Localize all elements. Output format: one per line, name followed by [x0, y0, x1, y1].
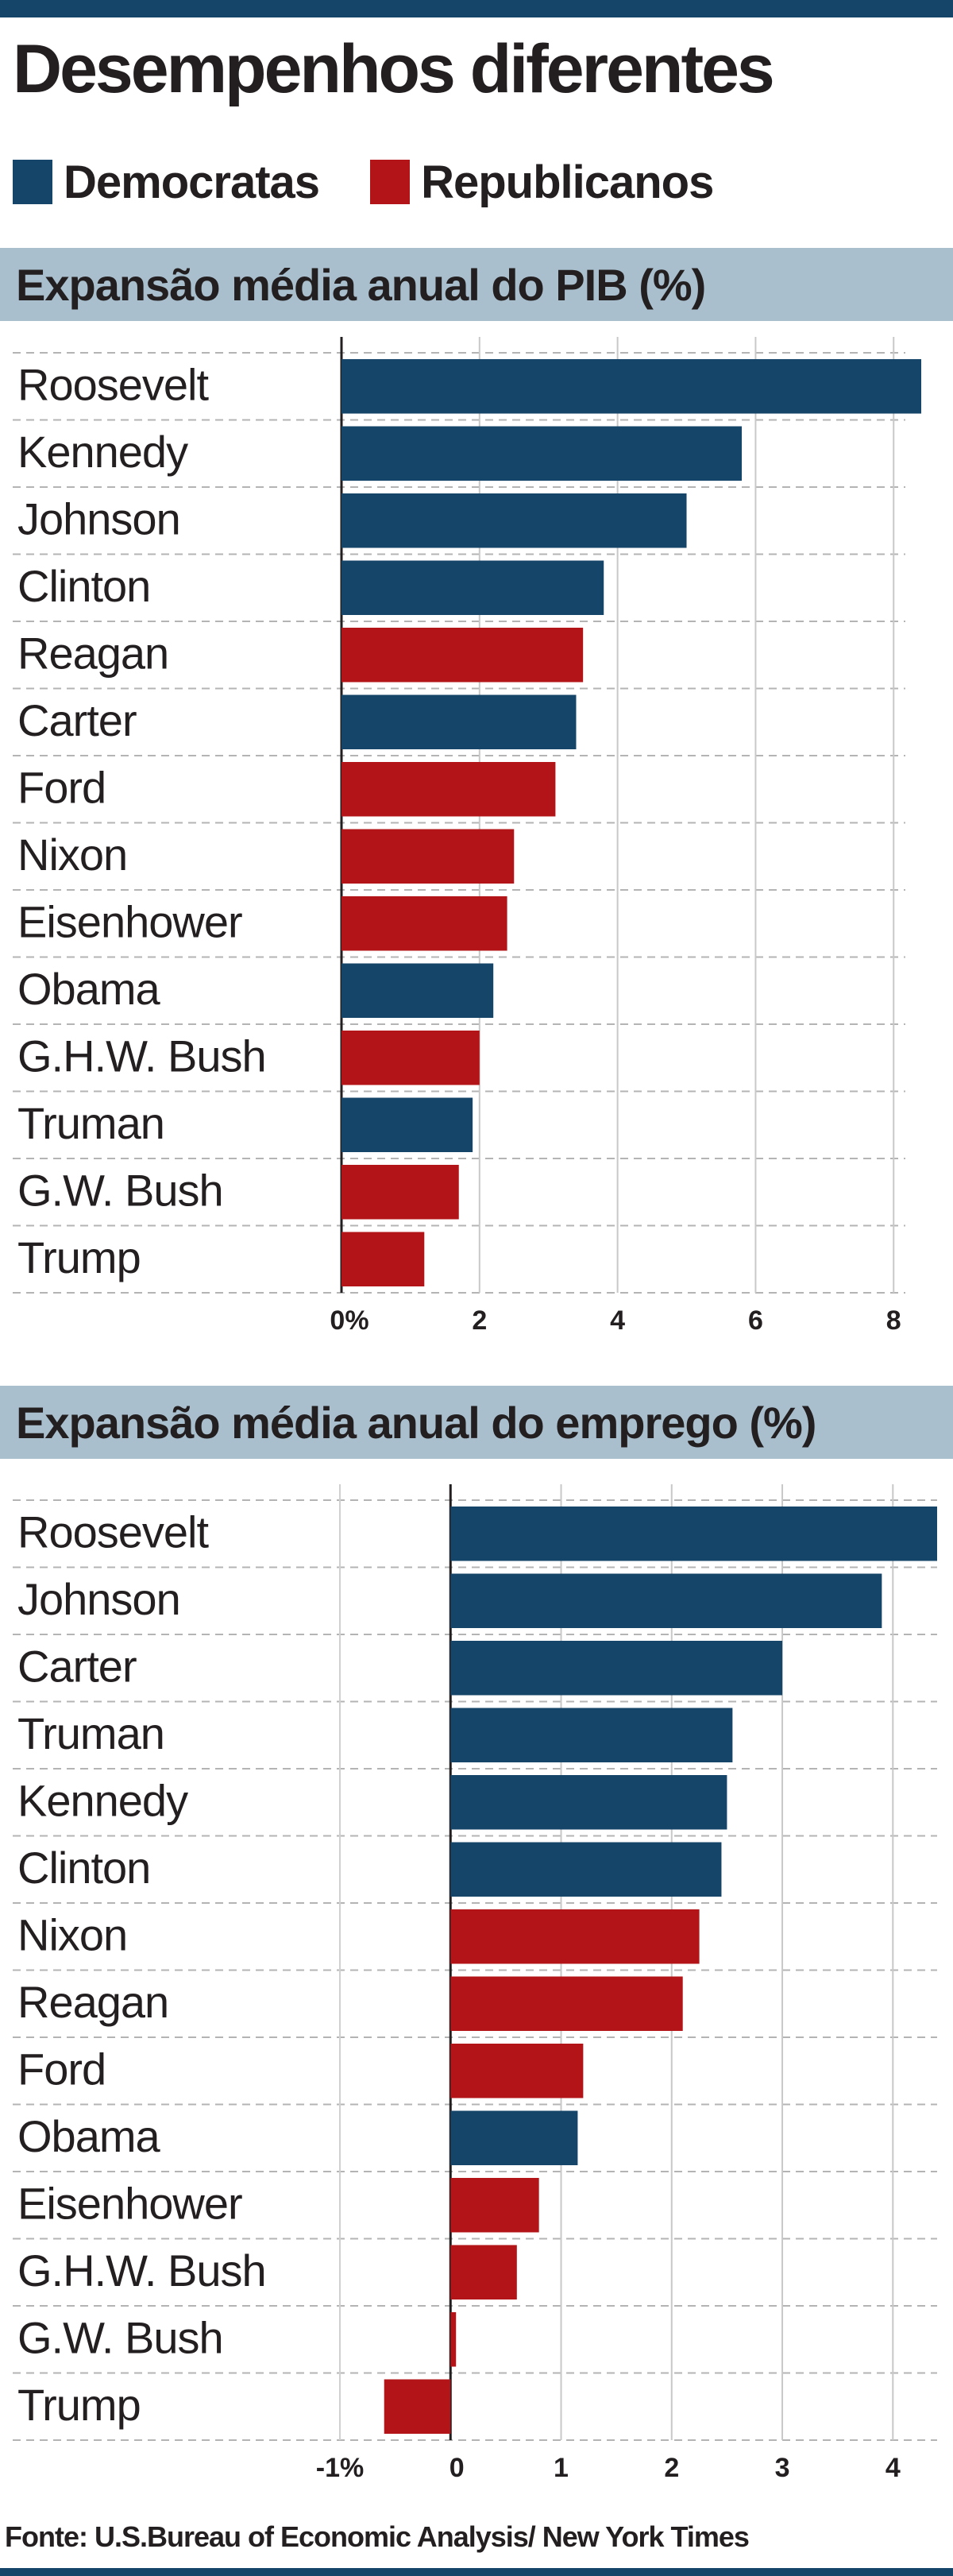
category-label-ford: Ford [17, 762, 106, 812]
bar-trump [384, 2379, 451, 2434]
tick-label: 6 [748, 1305, 763, 1336]
bar-truman [450, 1708, 733, 1762]
legend-label-republicanos: Republicanos [421, 156, 714, 208]
category-label-eisenhower: Eisenhower [17, 2178, 242, 2228]
legend-swatch-democratas [13, 160, 52, 204]
bar-reagan [450, 1976, 683, 2031]
page-title: Desempenhos diferentes [13, 31, 775, 107]
category-label-trump: Trump [17, 2380, 141, 2430]
bar-g-h-w-bush [450, 2245, 517, 2299]
bar-ford [341, 762, 556, 817]
category-label-roosevelt: Roosevelt [17, 1507, 209, 1557]
tick-label: 8 [886, 1305, 901, 1336]
category-label-reagan: Reagan [17, 1977, 168, 2027]
category-label-g-h-w-bush: G.H.W. Bush [17, 2245, 266, 2296]
bar-carter [450, 1641, 783, 1696]
bar-ford [450, 2044, 584, 2098]
tick-label: 3 [775, 2453, 790, 2483]
bar-clinton [341, 560, 604, 615]
category-label-obama: Obama [17, 964, 160, 1014]
bar-roosevelt [341, 359, 921, 414]
category-label-ford: Ford [17, 2044, 106, 2094]
bar-roosevelt [450, 1507, 937, 1561]
gdp-chart-header: Expansão média anual do PIB (%) [0, 248, 953, 321]
bar-g-h-w-bush [341, 1031, 480, 1085]
tick-label: 2 [664, 2453, 679, 2483]
bar-johnson [341, 493, 687, 548]
category-label-roosevelt: Roosevelt [17, 359, 209, 409]
tick-label: 4 [610, 1305, 625, 1336]
bar-obama [450, 2110, 578, 2165]
category-label-carter: Carter [17, 1641, 137, 1691]
tick-label: -1% [316, 2453, 364, 2483]
bar-nixon [341, 829, 515, 884]
category-label-truman: Truman [17, 1708, 164, 1758]
bar-clinton [450, 1842, 722, 1897]
tick-label: 0% [330, 1305, 368, 1336]
category-label-johnson: Johnson [17, 1574, 180, 1624]
bar-g-w-bush [341, 1165, 459, 1220]
bar-reagan [341, 628, 584, 683]
bottom-rule [0, 2568, 953, 2576]
employment-chart-header: Expansão média anual do emprego (%) [0, 1386, 953, 1459]
category-label-g-w-bush: G.W. Bush [17, 2312, 223, 2362]
legend-item-democratas: Democratas [13, 156, 320, 209]
gdp-chart-title: Expansão média anual do PIB (%) [16, 259, 706, 310]
category-label-obama: Obama [17, 2111, 160, 2161]
category-label-clinton: Clinton [17, 1843, 150, 1893]
employment-chart: Roosevelt Johnson Carter Truman Kennedy Clint… [13, 1484, 937, 2483]
gdp-chart: Roosevelt Kennedy Johnson Clinton Reagan Cart… [13, 337, 921, 1336]
category-label-nixon: Nixon [17, 830, 127, 880]
bar-g-w-bush [450, 2312, 457, 2367]
category-label-eisenhower: Eisenhower [17, 896, 242, 946]
category-label-trump: Trump [17, 1232, 141, 1282]
tick-label: 4 [885, 2453, 901, 2483]
category-label-clinton: Clinton [17, 561, 150, 611]
bar-truman [341, 1097, 473, 1152]
bar-kennedy [450, 1775, 727, 1830]
bar-kennedy [341, 426, 743, 481]
bar-nixon [450, 1909, 700, 1964]
category-label-nixon: Nixon [17, 1909, 127, 1959]
category-label-kennedy: Kennedy [17, 1775, 188, 1825]
category-label-g-h-w-bush: G.H.W. Bush [17, 1031, 266, 1081]
category-label-johnson: Johnson [17, 493, 180, 543]
bar-eisenhower [450, 2178, 539, 2233]
tick-label: 0 [449, 2453, 465, 2483]
legend: Democratas Republicanos [13, 154, 764, 210]
tick-label: 1 [554, 2453, 569, 2483]
tick-label: 2 [472, 1305, 487, 1336]
bar-johnson [450, 1573, 882, 1628]
category-label-truman: Truman [17, 1098, 164, 1148]
bar-eisenhower [341, 896, 507, 951]
employment-chart-title: Expansão média anual do emprego (%) [16, 1397, 816, 1448]
bar-obama [341, 963, 494, 1018]
category-label-carter: Carter [17, 695, 137, 745]
bar-carter [341, 694, 577, 749]
legend-item-republicanos: Republicanos [370, 156, 714, 209]
bar-trump [341, 1232, 425, 1286]
category-label-reagan: Reagan [17, 628, 168, 678]
top-rule [0, 0, 953, 17]
legend-label-democratas: Democratas [64, 156, 320, 208]
source-note: Fonte: U.S.Bureau of Economic Analysis/ … [5, 2520, 750, 2553]
legend-swatch-republicanos [370, 160, 411, 204]
category-label-g-w-bush: G.W. Bush [17, 1165, 223, 1215]
category-label-kennedy: Kennedy [17, 427, 188, 477]
